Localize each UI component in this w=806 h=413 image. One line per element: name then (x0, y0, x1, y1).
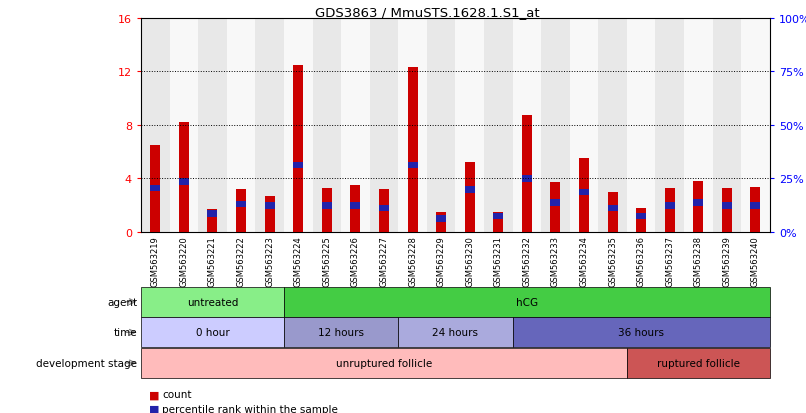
Text: development stage: development stage (36, 358, 137, 368)
Bar (236, 190, 246, 233)
Bar (351, 186, 360, 233)
Bar (750, 187, 760, 233)
Bar (141, 318, 284, 347)
Bar (550, 200, 560, 206)
Bar (226, 19, 256, 233)
Text: time: time (114, 328, 137, 337)
Bar (579, 159, 589, 233)
Bar (313, 19, 341, 233)
Bar (693, 182, 704, 233)
Bar (750, 202, 760, 209)
Bar (541, 19, 570, 233)
Bar (293, 65, 303, 233)
Bar (408, 68, 418, 233)
Bar (198, 19, 226, 233)
Text: agent: agent (107, 297, 137, 307)
Text: ■: ■ (149, 404, 160, 413)
Bar (408, 162, 418, 169)
Bar (636, 209, 646, 233)
Bar (436, 212, 446, 233)
Text: hCG: hCG (516, 297, 538, 307)
Bar (655, 19, 684, 233)
Bar (665, 202, 675, 209)
Bar (207, 211, 218, 217)
Bar (284, 19, 313, 233)
Bar (742, 19, 770, 233)
Bar (141, 348, 627, 378)
Bar (151, 185, 160, 192)
Bar (379, 205, 389, 212)
Bar (513, 318, 770, 347)
Bar (636, 213, 646, 220)
Text: 36 hours: 36 hours (618, 328, 664, 337)
Bar (398, 19, 427, 233)
Text: GDS3863 / MmuSTS.1628.1.S1_at: GDS3863 / MmuSTS.1628.1.S1_at (315, 6, 539, 19)
Text: percentile rank within the sample: percentile rank within the sample (162, 404, 338, 413)
Text: ruptured follicle: ruptured follicle (657, 358, 740, 368)
Bar (579, 189, 589, 196)
Bar (608, 192, 617, 233)
Bar (513, 19, 541, 233)
Bar (141, 19, 169, 233)
Bar (521, 176, 532, 183)
Bar (598, 19, 627, 233)
Text: unruptured follicle: unruptured follicle (336, 358, 432, 368)
Bar (256, 19, 284, 233)
Bar (370, 19, 398, 233)
Bar (151, 146, 160, 233)
Bar (465, 163, 475, 233)
Text: count: count (162, 389, 192, 399)
Bar (284, 287, 770, 317)
Bar (351, 202, 360, 209)
Bar (436, 216, 446, 223)
Bar (665, 188, 675, 233)
Text: untreated: untreated (187, 297, 239, 307)
Bar (493, 212, 503, 233)
Bar (627, 19, 655, 233)
Bar (722, 188, 732, 233)
Bar (608, 205, 617, 212)
Text: ■: ■ (149, 389, 160, 399)
Bar (684, 19, 713, 233)
Bar (179, 123, 189, 233)
Bar (427, 19, 455, 233)
Bar (293, 162, 303, 169)
Bar (722, 202, 732, 209)
Bar (179, 178, 189, 185)
Text: 12 hours: 12 hours (318, 328, 364, 337)
Bar (493, 213, 503, 220)
Bar (455, 19, 484, 233)
Bar (379, 190, 389, 233)
Bar (169, 19, 198, 233)
Bar (713, 19, 742, 233)
Bar (398, 318, 513, 347)
Bar (465, 186, 475, 193)
Bar (264, 202, 275, 209)
Bar (570, 19, 598, 233)
Bar (521, 116, 532, 233)
Bar (550, 183, 560, 233)
Bar (264, 197, 275, 233)
Bar (693, 200, 704, 206)
Text: 0 hour: 0 hour (196, 328, 230, 337)
Bar (236, 201, 246, 208)
Bar (322, 188, 332, 233)
Text: 24 hours: 24 hours (432, 328, 479, 337)
Bar (141, 287, 284, 317)
Bar (322, 202, 332, 209)
Bar (484, 19, 513, 233)
Bar (284, 318, 398, 347)
Bar (341, 19, 370, 233)
Bar (207, 210, 218, 233)
Bar (627, 348, 770, 378)
